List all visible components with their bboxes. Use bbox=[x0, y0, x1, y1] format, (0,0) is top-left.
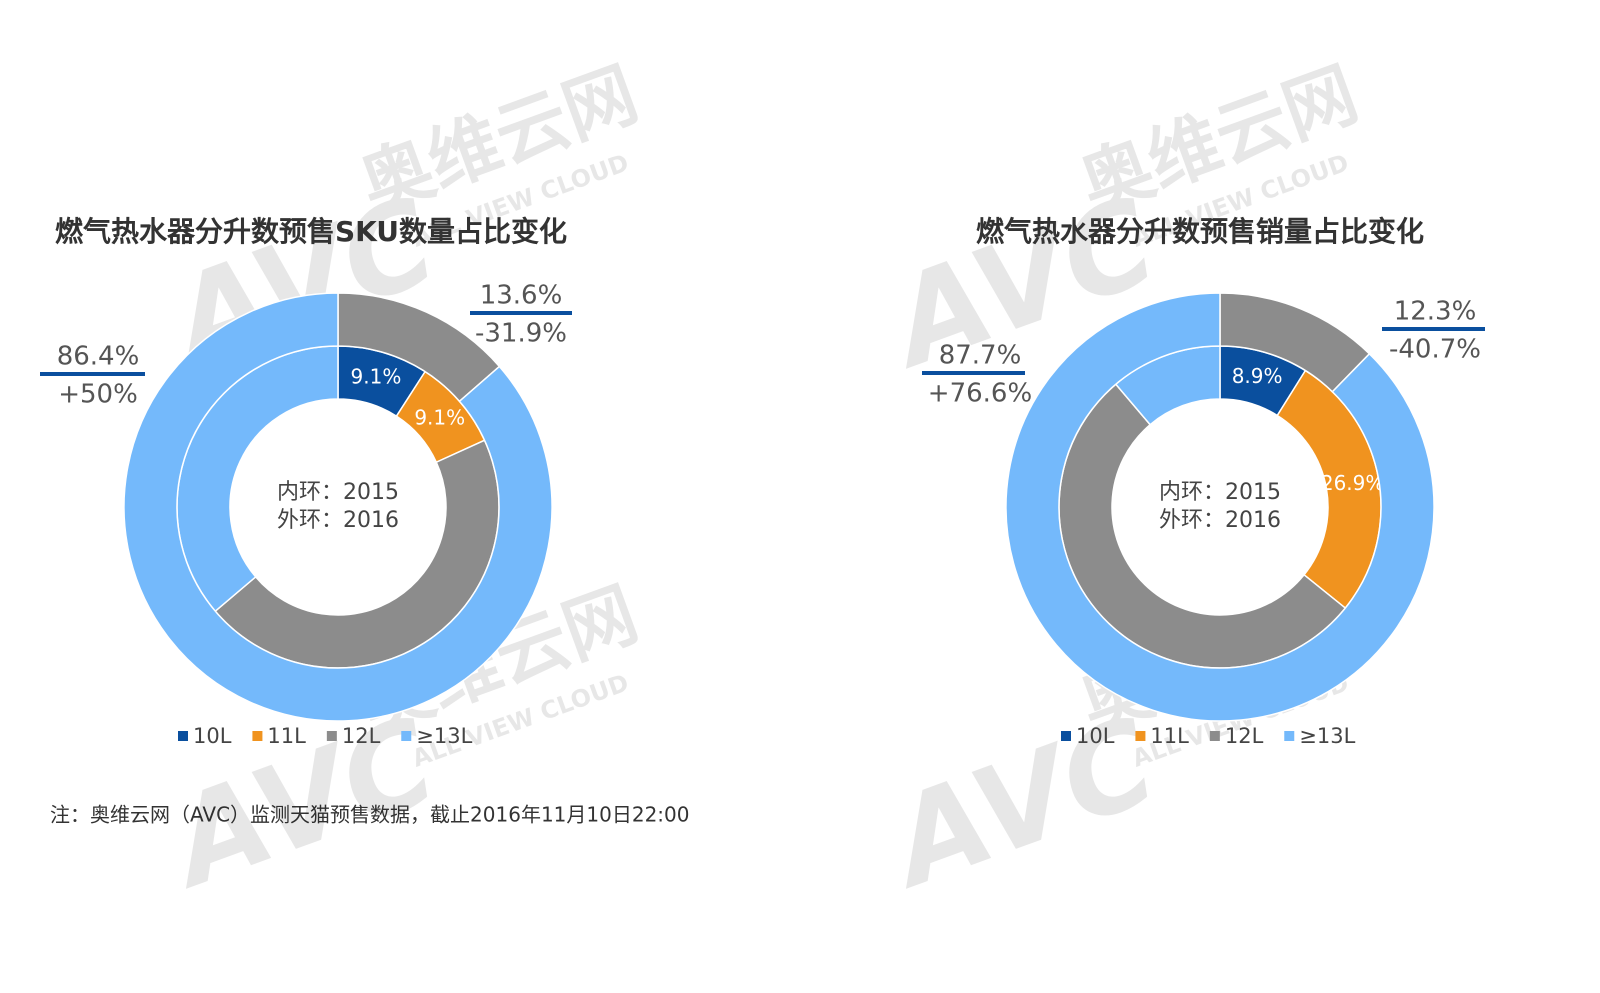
center-label: 内环：2015 bbox=[277, 480, 399, 505]
legend-swatch bbox=[1061, 731, 1071, 741]
legend-swatch bbox=[252, 731, 263, 741]
legend-label: 10L bbox=[1076, 724, 1115, 748]
change-label: +50% bbox=[58, 380, 138, 410]
legend-swatch bbox=[1209, 731, 1220, 741]
change-label: -40.7% bbox=[1389, 335, 1481, 365]
change-label: -31.9% bbox=[475, 319, 567, 349]
legend-label: ≥13L bbox=[416, 724, 472, 748]
value-label: 12.3% bbox=[1394, 297, 1477, 327]
value-label: 87.7% bbox=[939, 341, 1022, 371]
value-label: 86.4% bbox=[57, 342, 140, 372]
value-label: 8.9% bbox=[1232, 364, 1283, 388]
center-label: 外环：2016 bbox=[277, 508, 399, 533]
legend-label: 12L bbox=[1225, 724, 1264, 748]
change-label: +76.6% bbox=[928, 379, 1032, 409]
legend-swatch bbox=[1284, 731, 1295, 741]
value-label: 9.1% bbox=[414, 406, 465, 430]
legend-label: 10L bbox=[193, 724, 232, 748]
legend-swatch bbox=[401, 731, 412, 741]
legend-swatch bbox=[1135, 731, 1146, 741]
legend-swatch bbox=[326, 731, 337, 741]
chart-title: 燃气热水器分升数预售销量占比变化 bbox=[976, 215, 1424, 248]
donut-segment bbox=[123, 292, 553, 722]
legend-label: 12L bbox=[342, 724, 381, 748]
value-label: 13.6% bbox=[480, 281, 563, 311]
legend-label: 11L bbox=[267, 724, 306, 748]
value-label: 9.1% bbox=[351, 364, 402, 388]
center-label: 内环：2015 bbox=[1159, 480, 1281, 505]
footnote: 注：奥维云网（AVC）监测天猫预售数据，截止2016年11月10日22:00 bbox=[50, 803, 689, 827]
donut-segment bbox=[1005, 292, 1435, 722]
legend-label: 11L bbox=[1150, 724, 1189, 748]
center-label: 外环：2016 bbox=[1159, 508, 1281, 533]
legend-label: ≥13L bbox=[1299, 724, 1355, 748]
value-label: 26.9% bbox=[1321, 471, 1385, 495]
legend-swatch bbox=[178, 731, 188, 741]
chart-title: 燃气热水器分升数预售SKU数量占比变化 bbox=[55, 215, 567, 248]
